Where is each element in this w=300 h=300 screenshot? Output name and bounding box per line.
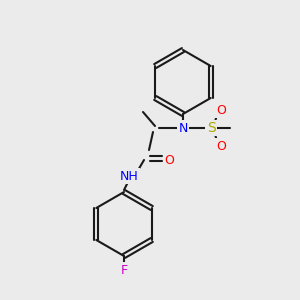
Text: S: S: [207, 121, 215, 135]
Text: NH: NH: [120, 169, 138, 182]
Text: F: F: [120, 263, 128, 277]
Text: O: O: [216, 140, 226, 152]
Text: O: O: [164, 154, 174, 166]
Text: N: N: [178, 122, 188, 134]
Text: O: O: [216, 103, 226, 116]
